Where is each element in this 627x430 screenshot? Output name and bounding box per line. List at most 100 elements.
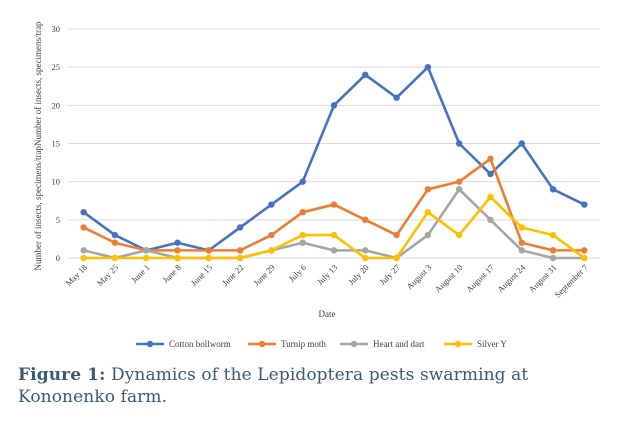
x-tick-label: August 31 (527, 262, 559, 294)
x-tick-label: June 22 (220, 262, 246, 288)
data-point (455, 186, 463, 193)
data-point (487, 155, 494, 162)
data-point (455, 178, 463, 185)
x-tick-label: September 7 (552, 262, 589, 299)
data-point (424, 231, 432, 239)
data-point (205, 247, 213, 254)
series-group (80, 193, 588, 262)
data-point (362, 254, 369, 262)
legend-label: Silver Y (477, 339, 507, 349)
data-point (549, 231, 557, 239)
data-point (393, 254, 400, 262)
data-point (487, 216, 494, 224)
data-point (299, 209, 306, 216)
y-tick-label: 25 (52, 62, 61, 72)
data-point (236, 224, 244, 231)
legend: Cotton bollworm Turnip moth Heart and dart… (136, 339, 507, 349)
data-point (143, 247, 150, 254)
data-point (455, 231, 463, 239)
data-point (581, 247, 588, 254)
x-tick-label: June 1 (129, 262, 152, 285)
caption-text: Dynamics of the Lepidoptera pests swarmi… (18, 365, 529, 407)
x-tick-label: May 18 (63, 262, 89, 288)
y-tick-label: 30 (52, 24, 61, 34)
data-point (205, 254, 213, 262)
x-tick-label: June 29 (251, 262, 277, 288)
data-point (80, 247, 87, 254)
x-tick-label: July 27 (377, 262, 402, 287)
data-point (111, 239, 119, 246)
data-point (581, 254, 588, 262)
data-point (487, 193, 494, 201)
data-point (268, 201, 275, 208)
y-tick-label: 20 (52, 100, 61, 110)
data-point (362, 71, 369, 79)
data-point (299, 231, 306, 239)
x-tick-label: August 10 (433, 262, 465, 294)
data-point (518, 140, 525, 147)
data-point (330, 231, 338, 239)
data-point (424, 63, 432, 71)
data-point (268, 247, 275, 254)
data-point (143, 254, 150, 262)
data-point (111, 254, 119, 262)
legend-marker (258, 340, 266, 348)
legend-entry: Turnip moth (248, 339, 326, 349)
data-point (518, 247, 525, 254)
legend-marker (454, 340, 462, 348)
data-point (174, 247, 181, 254)
series-group (80, 63, 588, 254)
data-point (236, 254, 244, 262)
series-line (82, 65, 586, 252)
legend-marker (350, 340, 358, 348)
data-point (581, 201, 588, 208)
data-point (518, 239, 525, 246)
data-point (424, 209, 432, 216)
data-point (299, 178, 306, 185)
data-point (487, 170, 494, 178)
data-point (393, 231, 400, 239)
y-tick-label: 10 (52, 177, 61, 187)
x-tick-label: July 6 (287, 262, 309, 284)
legend-entry: Cotton bollworm (136, 339, 231, 349)
data-point (424, 186, 432, 193)
data-point (111, 231, 119, 239)
legend-entry: Silver Y (444, 339, 507, 349)
data-point (174, 239, 181, 246)
legend-marker (146, 340, 154, 348)
data-point (80, 224, 87, 231)
line-chart: 0 5 10 15 20 25 30 May 18 May 25 June 1 June 8 Jun… (33, 21, 600, 349)
x-tick-label: August 17 (464, 262, 496, 294)
data-point (299, 239, 306, 246)
data-point (455, 140, 463, 147)
series-group (80, 155, 588, 254)
caption-label: Figure 1: (18, 365, 106, 385)
x-tick-label: June 15 (189, 262, 215, 288)
data-point (236, 247, 244, 254)
data-point (268, 231, 275, 239)
data-point (330, 102, 338, 109)
data-point (80, 254, 87, 262)
legend-entry: Heart and dart (340, 339, 425, 349)
legend-label: Heart and dart (373, 339, 425, 349)
y-tick-label: 0 (56, 253, 60, 263)
data-point (362, 247, 369, 254)
x-tick-label: June 8 (160, 262, 183, 285)
legend-label: Cotton bollworm (169, 339, 231, 349)
figure-caption: Figure 1: Dynamics of the Lepidoptera pe… (18, 364, 608, 408)
data-point (362, 216, 369, 224)
x-axis-ticks: May 18 May 25 June 1 June 8 June 15 June 22 Ju… (63, 262, 589, 300)
data-point (549, 254, 557, 262)
series-lines (80, 63, 588, 262)
data-point (330, 247, 338, 254)
y-axis-title: Number of insects, specimens/trapNumber … (33, 21, 43, 270)
legend-label: Turnip moth (281, 339, 326, 349)
data-point (330, 201, 338, 208)
data-point (549, 247, 557, 254)
x-tick-label: July 20 (346, 262, 371, 287)
x-tick-label: August 24 (495, 262, 527, 294)
y-axis-ticks: 0 5 10 15 20 25 30 (52, 24, 61, 263)
x-tick-label: May 25 (95, 262, 121, 288)
x-tick-label: August 3 (404, 262, 433, 291)
data-point (393, 94, 400, 101)
